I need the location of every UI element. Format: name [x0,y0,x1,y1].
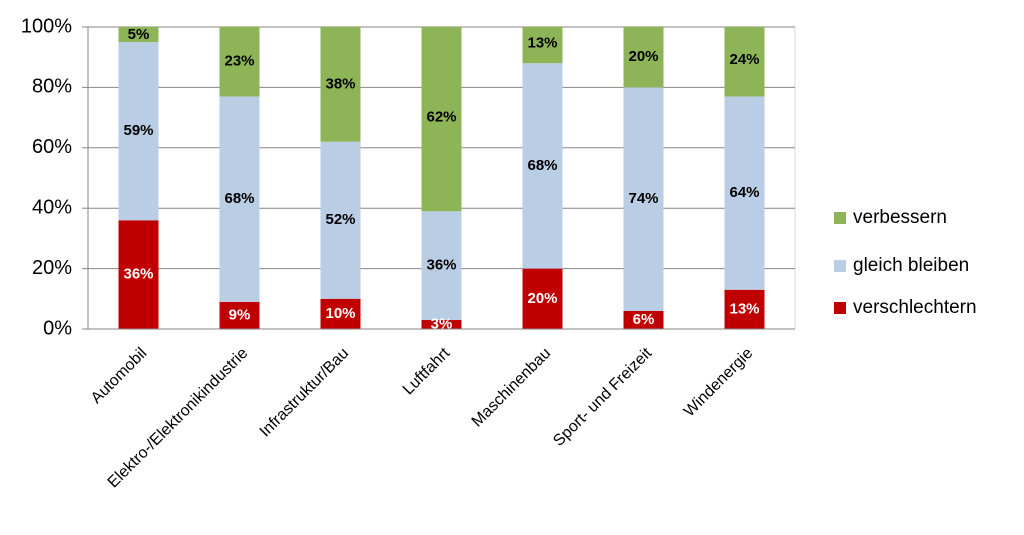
x-tick-label: Windenergie [681,345,757,421]
y-tick-label: 60% [32,136,72,158]
data-label: 23% [224,53,254,70]
bar-segment [623,310,664,329]
legend-swatch [834,260,846,272]
bar-segment [118,27,159,43]
data-label: 5% [128,26,150,43]
bar-segment [320,141,361,299]
data-label: 68% [527,157,557,174]
bar-segment [118,220,159,329]
bar-segment [623,27,664,88]
bar-segment [219,96,260,302]
data-label: 36% [123,266,153,283]
bar-segment [118,42,159,221]
legend-label: verbessern [853,207,947,228]
y-tick-label: 80% [32,76,72,98]
legend-swatch [834,302,846,314]
y-tick-label: 0% [43,317,72,339]
y-tick-label: 40% [32,196,72,218]
data-label: 13% [527,35,557,52]
bar-segment [421,319,462,329]
data-label: 59% [123,122,153,139]
x-tick-label: Sport- und Freizeit [550,344,655,449]
bar-segment [421,27,462,212]
data-label: 36% [426,257,456,274]
data-label: 6% [633,311,655,328]
plot-area [118,27,765,329]
y-tick-label: 100% [21,15,72,37]
bar-segment [724,289,765,329]
legend-label: verschlechtern [853,297,977,318]
data-label: 20% [527,290,557,307]
bar-segment [522,268,563,329]
data-label: 38% [325,75,355,92]
data-label: 20% [628,48,658,65]
data-label: 62% [426,109,456,126]
x-tick-label: Infrastruktur/Bau [257,345,353,441]
data-label: 64% [729,184,759,201]
bar-segment [219,301,260,329]
bar-segment [522,27,563,64]
bar-segment [320,27,361,142]
legend-label: gleich bleiben [853,255,969,276]
bar-segment [421,211,462,320]
data-label: 74% [628,190,658,207]
data-label: 9% [229,306,251,323]
legend-swatch [834,212,846,224]
bar-segment [724,27,765,97]
y-tick-label: 20% [32,257,72,279]
bar-segment [320,298,361,329]
bar-segment [623,87,664,311]
bar-segment [219,27,260,97]
data-label: 10% [325,305,355,322]
bar-segment [724,96,765,290]
bar-segment [522,63,563,269]
x-tick-label: Luftfahrt [400,344,454,398]
x-tick-label: Automobil [88,345,150,407]
data-label: 52% [325,211,355,228]
x-tick-label: Maschinenbau [469,345,555,431]
data-label: 24% [729,51,759,68]
data-label: 3% [431,315,453,332]
data-label: 68% [224,190,254,207]
data-label: 13% [729,300,759,317]
